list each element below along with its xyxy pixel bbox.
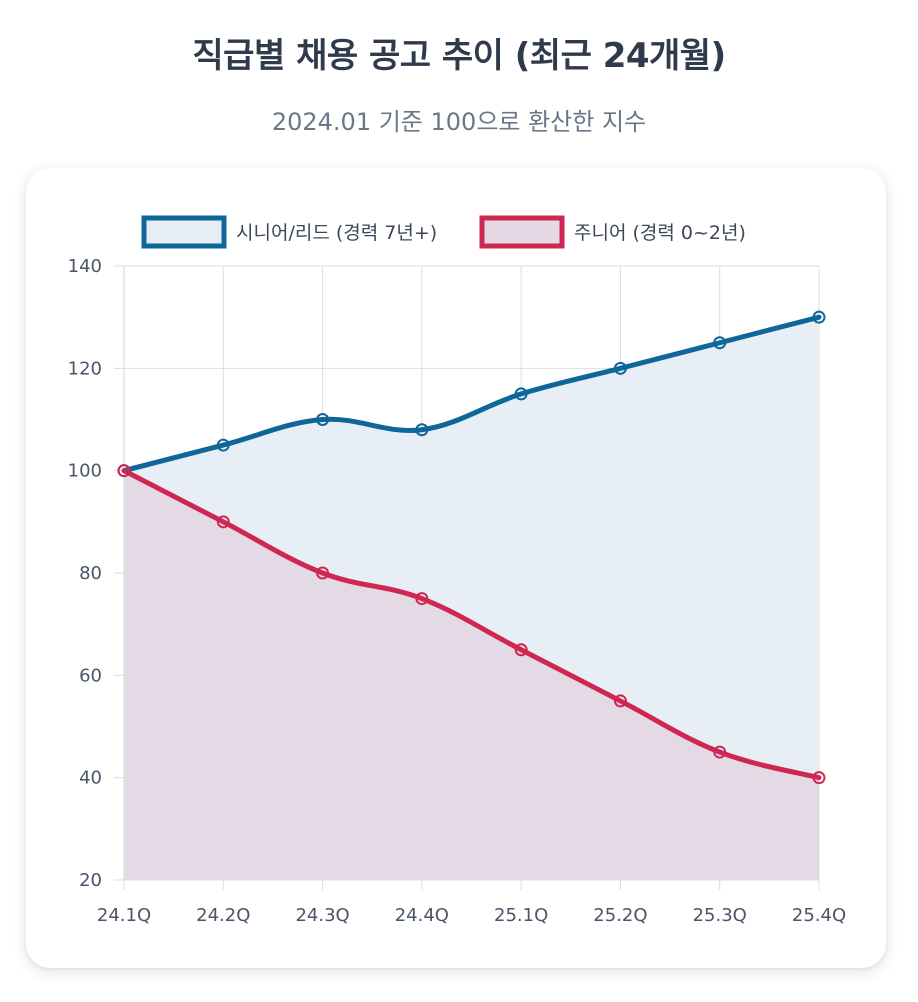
senior-legend-label: 시니어/리드 (경력 7년+) <box>236 222 437 244</box>
point-layer <box>117 310 826 785</box>
junior-point <box>613 694 627 708</box>
junior-legend-swatch <box>479 215 565 249</box>
line-chart: 20 40 60 80 100 120 140 24.1Q 24.2Q 24.3Q 24.4Q 25.… <box>68 215 846 926</box>
senior-line <box>121 314 822 474</box>
x-tick-label: 25.1Q <box>494 905 548 926</box>
page-subtitle: 2024.01 기준 100으로 환산한 지수 <box>271 108 647 136</box>
junior-point <box>316 566 330 580</box>
senior-point <box>812 310 826 324</box>
senior-point <box>216 438 230 452</box>
junior-point <box>514 643 528 657</box>
x-tick-label: 25.2Q <box>593 905 647 926</box>
y-tick-label: 40 <box>79 768 102 789</box>
x-tick-label: 24.1Q <box>97 905 151 926</box>
page-title: 직급별 채용 공고 추이 (최근 24개월) <box>192 36 726 76</box>
legend: 시니어/리드 (경력 7년+) 주니어 (경력 0~2년) <box>141 215 746 249</box>
y-tick-label: 140 <box>68 256 102 277</box>
junior-line <box>121 468 822 781</box>
senior-legend-swatch <box>141 215 227 249</box>
y-tick-label: 100 <box>68 461 102 482</box>
x-tick-label: 24.2Q <box>196 905 250 926</box>
axis-layer: 20 40 60 80 100 120 140 24.1Q 24.2Q 24.3Q 24.4Q 25.… <box>68 256 846 926</box>
junior-point <box>415 592 429 606</box>
x-tick-label: 25.4Q <box>792 905 846 926</box>
chart-card: 20 40 60 80 100 120 140 24.1Q 24.2Q 24.3Q 24.4Q 25.… <box>26 168 886 968</box>
junior-legend-label: 주니어 (경력 0~2년) <box>574 222 746 244</box>
junior-point <box>812 771 826 785</box>
junior-point <box>117 464 131 478</box>
x-tick-label: 24.3Q <box>295 905 349 926</box>
senior-point <box>316 413 330 426</box>
x-tick-label: 25.3Q <box>693 905 747 926</box>
junior-point <box>713 745 727 759</box>
area-layer <box>124 317 819 880</box>
junior-area <box>124 470 819 880</box>
senior-point <box>514 387 528 401</box>
junior-point <box>216 515 230 529</box>
senior-point <box>415 423 429 437</box>
y-tick-label: 120 <box>68 358 102 379</box>
y-tick-label: 60 <box>79 665 102 686</box>
line-layer <box>121 314 822 781</box>
senior-point <box>713 336 727 350</box>
x-tick-label: 24.4Q <box>395 905 449 926</box>
senior-point <box>613 361 627 375</box>
y-tick-label: 20 <box>79 870 102 891</box>
y-tick-label: 80 <box>79 563 102 584</box>
